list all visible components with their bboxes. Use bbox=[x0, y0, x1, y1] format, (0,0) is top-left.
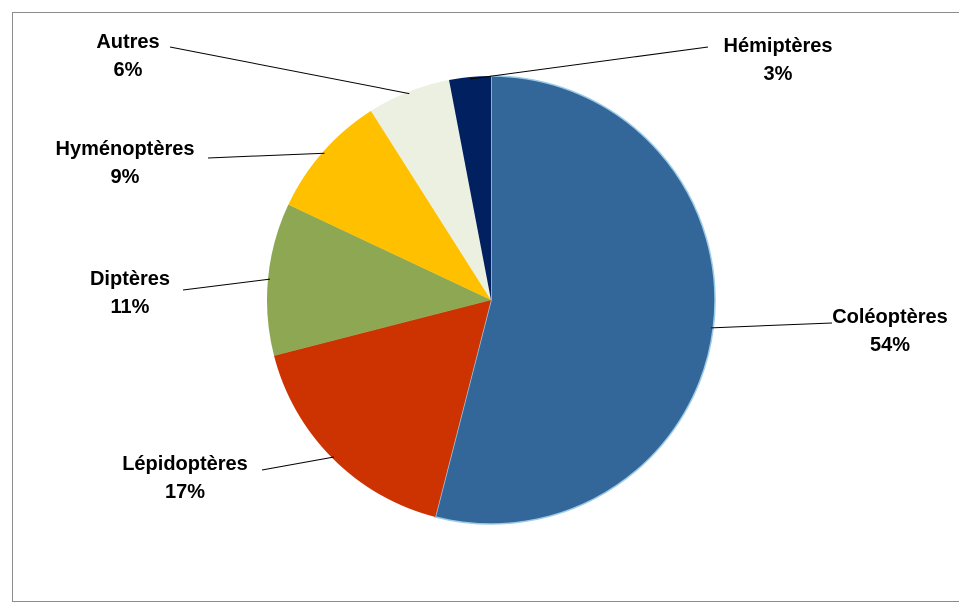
slice-value-label: 6% bbox=[114, 59, 143, 81]
slice-name-label: Autres bbox=[96, 31, 159, 53]
slice-value-label: 17% bbox=[165, 481, 205, 503]
slice-name-label: Hyménoptères bbox=[56, 138, 195, 160]
leader-line bbox=[261, 456, 335, 471]
leader-line bbox=[711, 322, 833, 329]
pie-slices bbox=[267, 75, 716, 525]
leader-line bbox=[470, 46, 709, 80]
leader-lines bbox=[169, 46, 833, 471]
slice-value-label: 11% bbox=[111, 296, 150, 318]
slice-value-label: 3% bbox=[764, 63, 793, 85]
leader-line bbox=[207, 152, 325, 159]
slice-labels: Coléoptères 54% Lépidoptères 17% Diptères 11%… bbox=[56, 31, 948, 503]
slice-name-label: Diptères bbox=[90, 268, 170, 290]
pie-slice-hemipteres bbox=[449, 76, 491, 300]
pie-slice-dipteres bbox=[267, 204, 491, 356]
slice-name-label: Hémiptères bbox=[724, 35, 833, 57]
slice-name-label: Coléoptères bbox=[832, 306, 948, 328]
pie-slice-autres bbox=[370, 79, 491, 301]
pie-chart: Coléoptères 54% Lépidoptères 17% Diptères 11%… bbox=[56, 31, 948, 525]
slice-name-label: Lépidoptères bbox=[122, 453, 248, 475]
leader-line bbox=[169, 46, 410, 95]
slice-value-label: 9% bbox=[111, 166, 140, 188]
pie-slice-hymenopteres bbox=[288, 110, 491, 300]
leader-line bbox=[182, 278, 271, 291]
pie-slice-lepidopteres bbox=[274, 300, 491, 517]
slice-value-label: 54% bbox=[870, 334, 910, 356]
